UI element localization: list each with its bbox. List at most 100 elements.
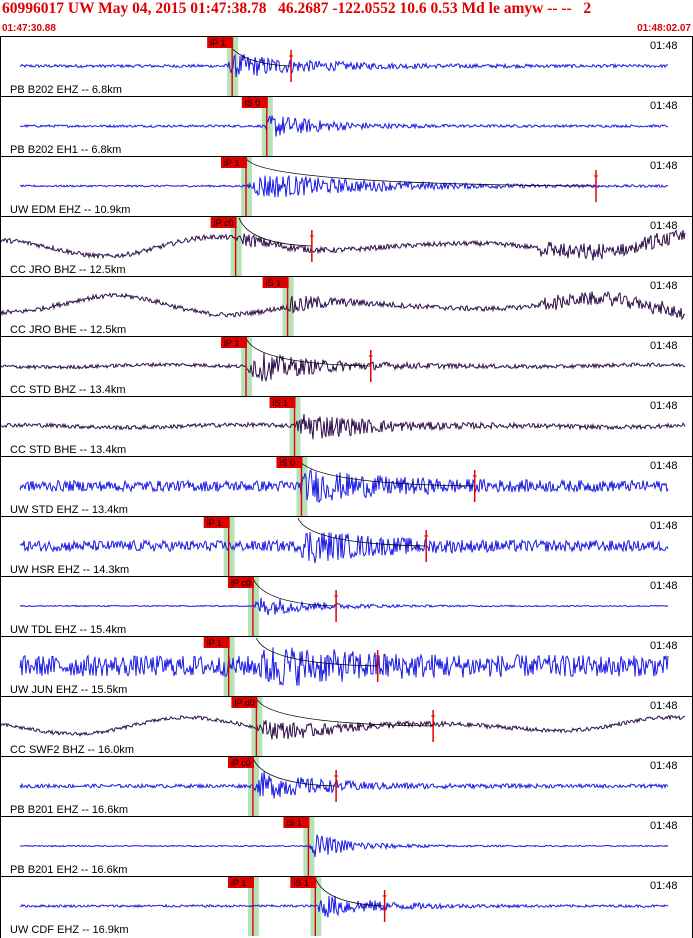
waveform-purple	[0, 229, 686, 261]
pick-label: iP 1	[207, 638, 222, 648]
minute-label: 01:48	[650, 820, 678, 832]
pick-flag	[203, 517, 230, 528]
station-label: PB B202 EH1 -- 6.8km	[10, 144, 121, 156]
station-label: UW EDM EHZ -- 10.9km	[10, 204, 130, 216]
waveform-purple	[0, 413, 686, 440]
pick-flag	[269, 397, 296, 408]
minute-label: 01:48	[650, 520, 678, 532]
station-label: CC STD BHZ -- 13.4km	[10, 384, 126, 396]
waveform-purple	[0, 352, 686, 383]
pick-label: iP c0	[231, 578, 251, 588]
waveform-purple	[0, 290, 686, 321]
pick-label: iP c0	[214, 218, 234, 228]
station-label: PB B201 EHZ -- 16.6km	[10, 804, 128, 816]
pick-label: iS 1	[266, 278, 282, 288]
minute-label: 01:48	[650, 400, 678, 412]
trace-panel: iS 1 01:48 PB B201 EH2 -- 16.6km	[10, 816, 678, 876]
minute-label: 01:48	[650, 640, 678, 652]
station-label: CC SWF2 BHZ -- 16.0km	[10, 744, 134, 756]
waveform-blue	[20, 834, 669, 858]
pick-flag	[227, 757, 254, 768]
pick-flag	[283, 817, 310, 828]
pick-flag	[290, 877, 317, 888]
waveform-blue	[19, 771, 669, 799]
pick-flag	[207, 37, 234, 48]
coda-curve	[252, 577, 337, 607]
station-label: UW CDF EHZ -- 16.9km	[10, 924, 129, 936]
coda-curve	[256, 637, 378, 667]
station-label: UW HSR EHZ -- 14.3km	[10, 564, 129, 576]
minute-label: 01:48	[650, 160, 678, 172]
minute-label: 01:48	[650, 460, 678, 472]
minute-label: 01:48	[650, 880, 678, 892]
coda-curve	[252, 757, 337, 787]
trace-panel: iP c0 01:48 PB B201 EHZ -- 16.6km	[10, 756, 678, 816]
pick-flag	[241, 97, 268, 108]
coda-curve	[297, 457, 475, 487]
pick-flag	[227, 577, 254, 588]
coda-curve	[297, 517, 427, 547]
station-label: UW JUN EHZ -- 15.5km	[10, 684, 127, 696]
pick-flag	[227, 877, 254, 888]
waveform-blue	[19, 531, 669, 564]
start-time: 01:47:30.88	[2, 23, 56, 34]
pick-flag	[203, 637, 230, 648]
waveform-blue	[19, 597, 669, 616]
coda-curve	[245, 337, 371, 367]
pick-label: iS 1	[273, 398, 289, 408]
minute-label: 01:48	[650, 580, 678, 592]
event-title: 60996017 UW May 04, 2015 01:47:38.78 46.…	[2, 0, 592, 17]
pick-flag	[210, 217, 237, 228]
waveform-purple	[0, 714, 686, 740]
pick-label: iP c0	[231, 758, 251, 768]
waveform-blue	[20, 115, 669, 137]
waveform-blue	[19, 895, 669, 918]
end-time: 01:48:02.07	[637, 23, 691, 34]
trace-panel: iP 1 01:48 UW JUN EHZ -- 15.5km	[10, 636, 678, 696]
trace-panel: iP d0 01:48 CC SWF2 BHZ -- 16.0km	[0, 696, 686, 756]
minute-label: 01:48	[650, 280, 678, 292]
coda-curve	[238, 217, 312, 247]
trace-panel: iP 1 01:48 PB B202 EHZ -- 6.8km	[10, 36, 678, 96]
trace-panel: iS 0 01:48 UW STD EHZ -- 13.4km	[10, 456, 678, 516]
trace-panel: iS 0 01:48 PB B202 EH1 -- 6.8km	[10, 96, 678, 156]
waveform-blue	[19, 647, 669, 686]
pick-label: iS 0	[279, 458, 295, 468]
trace-panel: iP 1 iS 1 01:48 UW CDF EHZ -- 16.9km	[10, 876, 678, 936]
trace-panel: iP 1 01:48 CC STD BHZ -- 13.4km	[0, 336, 686, 396]
pick-flag	[276, 457, 303, 468]
waveform-blue	[19, 53, 669, 78]
station-label: CC STD BHE -- 13.4km	[10, 444, 126, 456]
station-label: UW STD EHZ -- 13.4km	[10, 504, 128, 516]
minute-label: 01:48	[650, 340, 678, 352]
trace-panel: iS 1 01:48 CC STD BHE -- 13.4km	[0, 396, 686, 456]
trace-panel: iP c0 01:48 CC JRO BHZ -- 12.5km	[0, 216, 686, 276]
header: 60996017 UW May 04, 2015 01:47:38.78 46.…	[0, 0, 693, 36]
pick-flag	[231, 697, 258, 708]
minute-label: 01:48	[650, 220, 678, 232]
waveform-blue	[19, 174, 669, 198]
pick-label: iP 1	[224, 338, 239, 348]
station-label: CC JRO BHZ -- 12.5km	[10, 264, 126, 276]
pick-flag	[262, 277, 289, 288]
coda-curve	[245, 157, 596, 187]
station-label: PB B202 EHZ -- 6.8km	[10, 84, 122, 96]
pick-label: iP d0	[234, 698, 254, 708]
waveform-blue	[19, 468, 669, 503]
seismogram-plot: iP 1 01:48 PB B202 EHZ -- 6.8km iS 0 01:48 PB…	[0, 36, 693, 938]
trace-panel: iP 1 01:48 UW EDM EHZ -- 10.9km	[10, 156, 678, 216]
minute-label: 01:48	[650, 100, 678, 112]
minute-label: 01:48	[650, 700, 678, 712]
coda-curve	[256, 697, 434, 727]
trace-panel: iS 1 01:48 CC JRO BHE -- 12.5km	[0, 276, 686, 336]
station-label: UW TDL EHZ -- 15.4km	[10, 624, 126, 636]
pick-label: iS 1	[293, 878, 309, 888]
minute-label: 01:48	[650, 760, 678, 772]
coda-curve	[314, 877, 385, 907]
pick-label: iP 1	[231, 878, 246, 888]
trace-panel: iP c0 01:48 UW TDL EHZ -- 15.4km	[10, 576, 678, 636]
pick-label: iS 0	[245, 98, 261, 108]
pick-flag	[221, 157, 248, 168]
pick-label: iS 1	[286, 818, 302, 828]
minute-label: 01:48	[650, 40, 678, 52]
